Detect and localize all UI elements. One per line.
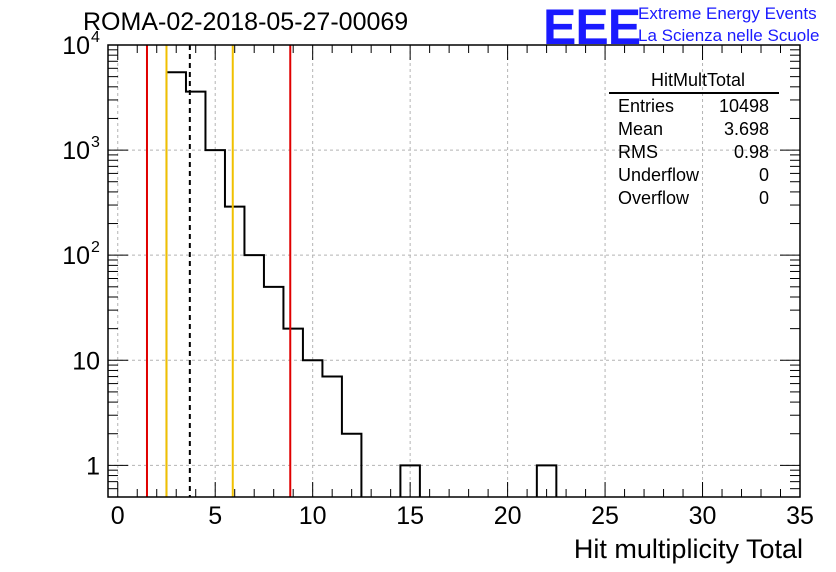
x-tick-label: 15 (396, 502, 424, 530)
histogram-bar (244, 255, 263, 497)
logo-subtitle-1: Extreme Energy Events (638, 4, 817, 23)
y-tick-label: 10 (62, 32, 90, 60)
stats-key: Overflow (618, 188, 690, 208)
stats-value: 0 (758, 165, 769, 185)
y-tick-exponent: 4 (91, 29, 100, 46)
y-tick-label: 10 (72, 347, 100, 375)
histogram-bar (303, 360, 322, 497)
stats-title-underline (609, 92, 779, 94)
histogram-outline (165, 71, 558, 497)
stats-key: RMS (618, 142, 658, 162)
y-tick-label: 10 (62, 242, 90, 270)
x-tick-label: 25 (591, 502, 619, 530)
x-tick-label: 30 (689, 502, 717, 530)
stats-value: 3.698 (723, 119, 769, 139)
stats-row-overflow: Overflow 0 (605, 188, 783, 211)
stats-row-rms: RMS 0.98 (605, 142, 783, 165)
histogram-bar (283, 329, 302, 497)
stats-row-mean: Mean 3.698 (605, 119, 783, 142)
y-tick-exponent: 2 (91, 239, 100, 256)
stats-title: HitMultTotal (650, 70, 746, 90)
chart-title: ROMA-02-2018-05-27-00069 (83, 8, 409, 36)
stats-value: 0 (758, 188, 769, 208)
x-tick-label: 10 (299, 502, 327, 530)
x-tick-label: 20 (494, 502, 522, 530)
x-tick-label: 0 (111, 502, 125, 530)
stats-key: Entries (618, 96, 675, 116)
stats-row-underflow: Underflow 0 (605, 165, 783, 188)
histogram-bar (166, 72, 185, 497)
x-tick-label: 35 (786, 502, 814, 530)
histogram-bar (225, 207, 244, 497)
histogram-bar (322, 377, 341, 497)
stats-row-entries: Entries 10498 (605, 96, 783, 119)
y-tick-label: 1 (86, 452, 100, 480)
eee-logo: EEE (543, 0, 641, 55)
stats-key: Underflow (618, 165, 700, 185)
stats-box: HitMultTotal Entries 10498 Mean 3.698 RM… (605, 70, 783, 211)
stats-key: Mean (618, 119, 664, 139)
stats-value: 0.98 (733, 142, 769, 162)
x-tick-label: 5 (208, 502, 222, 530)
logo-subtitle-2: La Scienza nelle Scuole (638, 26, 820, 45)
stats-value: 10498 (718, 96, 769, 116)
y-tick-label: 10 (62, 137, 90, 165)
x-axis-label: Hit multiplicity Total (573, 534, 803, 564)
y-tick-exponent: 3 (91, 134, 100, 151)
